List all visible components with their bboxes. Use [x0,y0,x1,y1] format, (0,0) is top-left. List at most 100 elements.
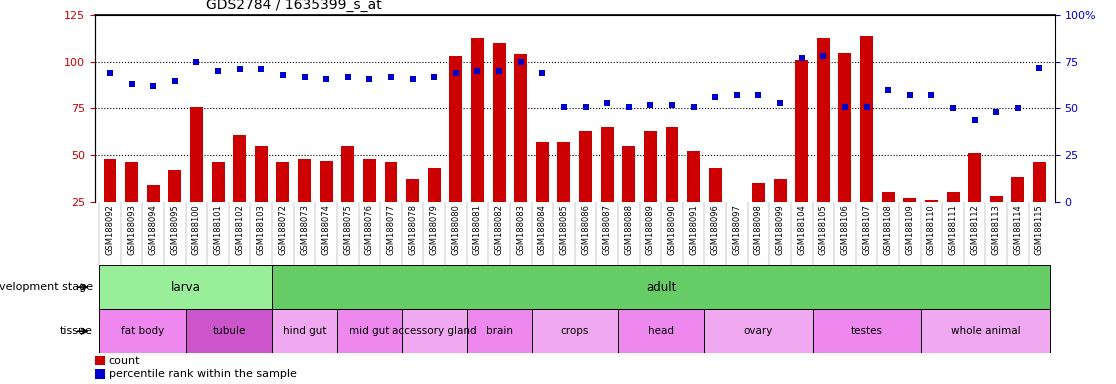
Point [577,104,595,110]
Bar [185,309,272,353]
Point [1030,65,1048,71]
Point [209,68,227,74]
Point [923,93,941,99]
Bar [406,179,420,248]
Point [317,76,335,82]
Point [425,74,443,80]
Bar [337,309,402,353]
Point [792,55,810,61]
Bar [644,131,657,248]
Bar [925,200,937,248]
Bar [687,151,700,248]
Point [619,104,637,110]
Point [231,66,249,73]
Bar [169,170,181,248]
Point [275,72,292,78]
Point [728,93,745,99]
Point [187,59,205,65]
Bar [665,127,679,248]
Bar [319,161,333,248]
Bar [704,309,812,353]
Point [857,104,875,110]
Bar [233,134,247,248]
Bar [254,146,268,248]
Point [102,70,119,76]
Text: testes: testes [850,326,883,336]
Text: whole animal: whole animal [951,326,1020,336]
Text: adult: adult [646,281,676,293]
Bar [579,131,591,248]
Point [706,94,724,100]
Bar [466,309,531,353]
Bar [427,168,441,248]
Bar [600,127,614,248]
Point [1009,106,1027,112]
Bar [514,55,527,248]
Bar [341,146,354,248]
Bar [385,162,397,248]
Bar [146,185,160,248]
Bar [277,162,289,248]
Point [469,68,487,74]
Bar [817,38,830,248]
Bar [99,265,272,309]
Point [988,109,1006,115]
Point [144,83,162,89]
Point [166,78,184,84]
Bar [450,56,462,248]
Bar [969,153,981,248]
Bar [125,162,138,248]
Point [879,87,897,93]
Point [339,74,357,80]
Bar [272,265,1050,309]
Bar [618,309,704,353]
Bar [95,369,105,379]
Bar [363,159,376,248]
Bar [730,202,743,248]
Bar [623,146,635,248]
Bar [838,53,852,248]
Point [663,102,681,108]
Bar [272,309,337,353]
Point [771,100,789,106]
Point [382,74,400,80]
Point [446,70,464,76]
Bar [752,183,764,248]
Point [836,104,854,110]
Point [944,106,962,112]
Bar [882,192,895,248]
Text: brain: brain [485,326,512,336]
Point [750,93,768,99]
Bar [536,142,549,248]
Bar [921,309,1050,353]
Bar [1011,177,1024,248]
Point [123,81,141,87]
Point [965,117,983,123]
Text: fat body: fat body [121,326,164,336]
Point [642,102,660,108]
Bar [492,43,506,248]
Bar [558,142,570,248]
Bar [796,60,808,248]
Text: percentile rank within the sample: percentile rank within the sample [108,369,297,379]
Point [490,68,508,74]
Text: development stage: development stage [0,282,93,292]
Bar [99,309,185,353]
Bar [298,159,311,248]
Point [685,104,703,110]
Bar [531,309,618,353]
Bar [95,356,105,366]
Point [296,74,314,80]
Text: count: count [108,356,140,366]
Point [598,100,616,106]
Bar [946,192,960,248]
Point [512,59,530,65]
Text: tubule: tubule [212,326,246,336]
Point [252,66,270,73]
Text: GDS2784 / 1635399_s_at: GDS2784 / 1635399_s_at [206,0,382,12]
Text: accessory gland: accessory gland [392,326,477,336]
Bar [104,159,116,248]
Text: tissue: tissue [59,326,93,336]
Point [360,76,378,82]
Bar [990,196,1003,248]
